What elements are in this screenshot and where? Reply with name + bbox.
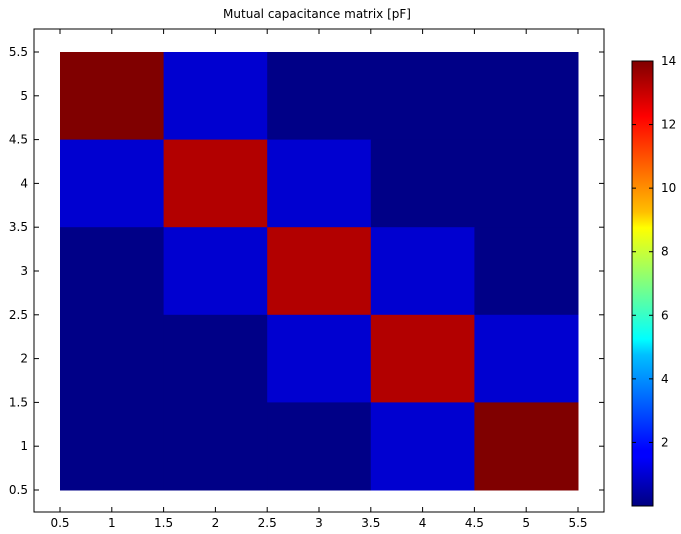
colorbar-tick-label: 12 bbox=[661, 118, 676, 132]
colorbar-tick-label: 6 bbox=[661, 308, 669, 322]
x-tick-label: 4 bbox=[419, 516, 427, 530]
heatmap-cell bbox=[370, 139, 475, 228]
heatmap-cell bbox=[370, 227, 475, 316]
heatmap-cell bbox=[267, 402, 372, 491]
colorbar-tick-label: 4 bbox=[661, 372, 669, 386]
heatmap-cell bbox=[474, 139, 579, 228]
heatmap-cell bbox=[163, 139, 268, 228]
y-tick-label: 1 bbox=[20, 439, 28, 453]
heatmap-cell bbox=[163, 402, 268, 491]
heatmap-cell bbox=[267, 52, 372, 141]
y-tick-label: 2.5 bbox=[9, 308, 28, 322]
colorbar-tick-label: 14 bbox=[661, 54, 676, 68]
y-tick-label: 5.5 bbox=[9, 45, 28, 59]
heatmap-cells bbox=[60, 52, 579, 491]
colorbar-tick-label: 10 bbox=[661, 181, 676, 195]
y-tick-label: 4.5 bbox=[9, 133, 28, 147]
y-axis: 0.5 1 1.5 2 2.5 3 3.5 4 4.5 5 5.5 bbox=[9, 45, 604, 497]
colorbar-tick-label: 8 bbox=[661, 245, 669, 259]
x-axis: 0.5 1 1.5 2 2.5 3 3.5 4 4.5 5 5.5 bbox=[50, 29, 588, 530]
x-tick-label: 1 bbox=[108, 516, 116, 530]
colorbar-ticks: 2 4 6 8 10 12 14 bbox=[632, 54, 676, 449]
x-tick-label: 2 bbox=[212, 516, 220, 530]
heatmap-cell bbox=[474, 314, 579, 403]
x-tick-label: 5 bbox=[522, 516, 530, 530]
x-tick-label: 3.5 bbox=[361, 516, 380, 530]
heatmap-cell bbox=[370, 52, 475, 141]
colorbar-tick-label: 2 bbox=[661, 435, 669, 449]
x-tick-label: 2.5 bbox=[258, 516, 277, 530]
y-tick-label: 2 bbox=[20, 352, 28, 366]
y-tick-label: 4 bbox=[20, 176, 28, 190]
y-tick-label: 3.5 bbox=[9, 220, 28, 234]
heatmap-cell bbox=[370, 314, 475, 403]
x-tick-label: 4.5 bbox=[465, 516, 484, 530]
heatmap-cell bbox=[60, 314, 165, 403]
x-tick-label: 1.5 bbox=[154, 516, 173, 530]
heatmap-cell bbox=[370, 402, 475, 491]
heatmap-cell bbox=[60, 227, 165, 316]
heatmap-cell bbox=[163, 52, 268, 141]
colorbar bbox=[631, 60, 654, 507]
y-tick-label: 1.5 bbox=[9, 395, 28, 409]
heatmap-cell bbox=[267, 314, 372, 403]
heatmap-cell bbox=[163, 227, 268, 316]
heatmap-cell bbox=[267, 139, 372, 228]
y-tick-label: 0.5 bbox=[9, 483, 28, 497]
heatmap-cell bbox=[474, 227, 579, 316]
heatmap-cell bbox=[474, 52, 579, 141]
y-tick-label: 5 bbox=[20, 89, 28, 103]
heatmap-cell bbox=[474, 402, 579, 491]
heatmap-cell bbox=[267, 227, 372, 316]
heatmap-cell bbox=[163, 314, 268, 403]
heatmap-cell bbox=[60, 52, 165, 141]
heatmap-cell bbox=[60, 139, 165, 228]
chart-title: Mutual capacitance matrix [pF] bbox=[223, 7, 411, 21]
x-tick-label: 3 bbox=[315, 516, 323, 530]
x-tick-label: 5.5 bbox=[568, 516, 587, 530]
x-tick-label: 0.5 bbox=[50, 516, 69, 530]
y-tick-label: 3 bbox=[20, 264, 28, 278]
heatmap-cell bbox=[60, 402, 165, 491]
